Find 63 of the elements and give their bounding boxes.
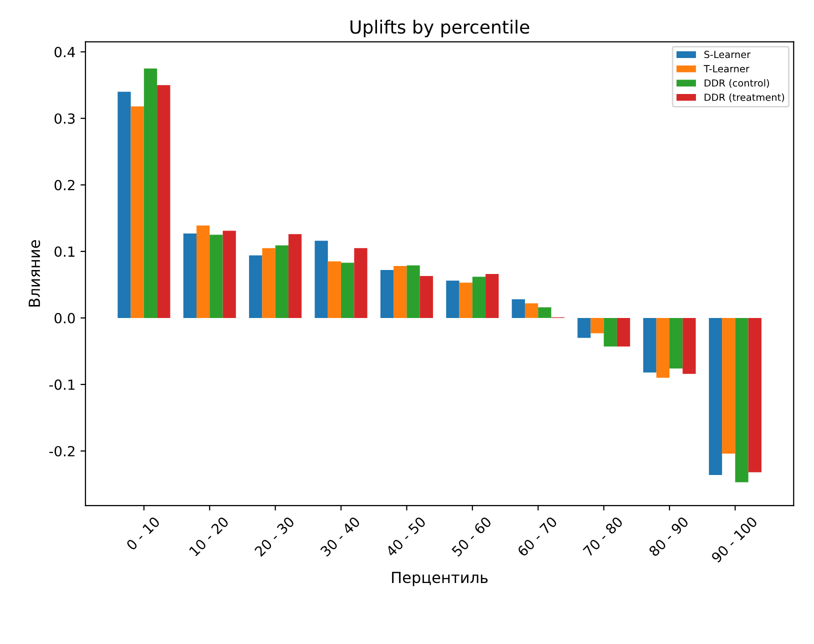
bar <box>656 318 670 378</box>
legend-label: DDR (treatment) <box>704 93 784 102</box>
bar <box>735 318 748 482</box>
bar <box>512 299 525 318</box>
bar <box>262 248 276 318</box>
x-tick-label: 10 - 20 <box>188 516 230 557</box>
bar <box>524 303 538 318</box>
bar <box>314 240 328 318</box>
bar <box>157 85 170 318</box>
y-axis-title: Влияние <box>28 240 40 307</box>
bar <box>459 282 472 318</box>
y-tick-label: 0.3 <box>54 113 75 124</box>
bar <box>446 280 460 318</box>
x-tick-label: 70 - 80 <box>582 516 624 557</box>
y-tick-label: 0.2 <box>54 180 74 190</box>
bar <box>486 274 499 318</box>
bar <box>394 266 407 318</box>
y-tick-label: -0.2 <box>49 446 74 456</box>
bar <box>748 318 762 472</box>
bar <box>183 233 196 318</box>
bar <box>472 276 486 318</box>
bar <box>708 318 722 475</box>
bar <box>604 318 617 347</box>
x-axis-title: Перцентиль <box>392 572 488 586</box>
legend-label: S-Learner <box>704 50 751 58</box>
bar <box>341 262 354 318</box>
bar <box>196 225 210 318</box>
y-tick-label: 0.1 <box>54 246 74 257</box>
bar <box>144 68 158 318</box>
x-tick-label: 0 - 10 <box>126 516 160 551</box>
bar <box>288 234 302 318</box>
bar <box>222 230 236 318</box>
bar <box>249 255 262 318</box>
bar <box>380 270 394 318</box>
bar <box>578 318 591 338</box>
bar <box>616 318 630 347</box>
x-tick-label: 80 - 90 <box>648 516 690 557</box>
bar <box>210 234 223 318</box>
y-tick-label: -0.1 <box>49 379 74 390</box>
bar <box>590 318 604 334</box>
bar <box>643 318 656 372</box>
bar <box>275 245 288 318</box>
bar <box>328 261 342 318</box>
y-tick-label: 0.0 <box>54 312 75 324</box>
bar <box>406 265 420 318</box>
bar <box>682 318 696 374</box>
x-tick-label: 30 - 40 <box>320 516 361 557</box>
bar <box>538 307 552 318</box>
bar <box>130 106 144 318</box>
x-tick-label: 60 - 70 <box>516 516 558 557</box>
x-tick-label: 50 - 60 <box>451 516 492 557</box>
bar <box>420 276 433 318</box>
bar <box>722 318 736 454</box>
legend-label: T-Learner <box>704 65 750 72</box>
bar <box>669 318 683 368</box>
legend-label: DDR (control) <box>704 79 769 88</box>
bar <box>118 92 131 318</box>
bar <box>354 248 368 318</box>
x-tick-label: 20 - 30 <box>254 516 295 557</box>
chart-title: Uplifts by percentile <box>350 20 530 38</box>
y-tick-label: 0.4 <box>54 46 75 58</box>
x-tick-label: 40 - 50 <box>385 516 426 558</box>
x-tick-label: 90 - 100 <box>710 516 758 564</box>
